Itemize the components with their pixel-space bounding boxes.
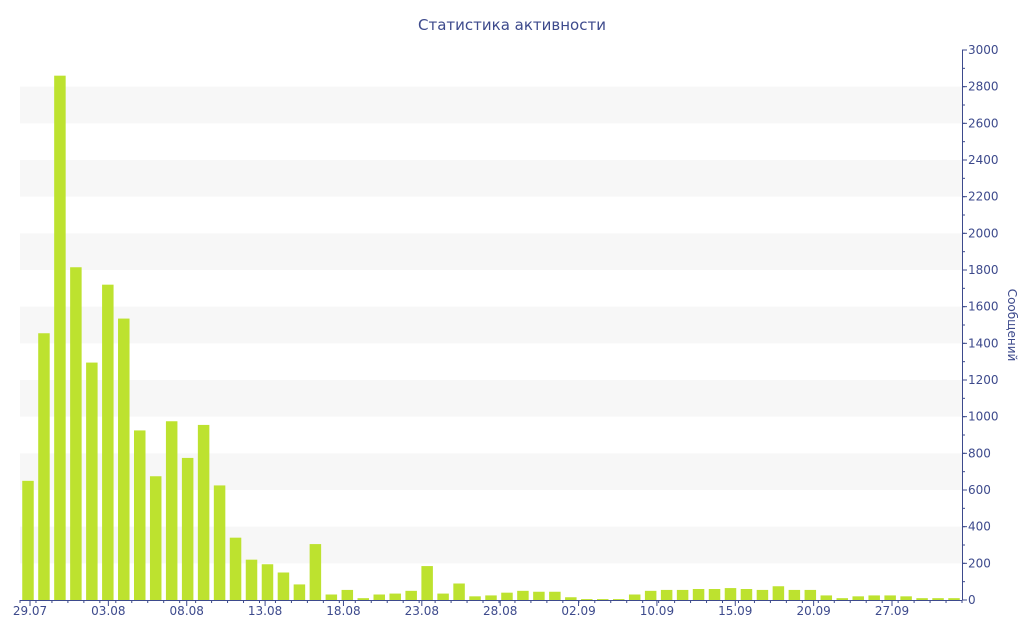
bar xyxy=(820,595,833,600)
x-tick-label: 13.08 xyxy=(248,604,282,618)
bar xyxy=(708,589,721,600)
bar xyxy=(836,598,849,600)
chart-title: Статистика активности xyxy=(418,16,606,34)
bar xyxy=(197,424,210,600)
bar xyxy=(597,599,609,600)
x-tick-label: 10.09 xyxy=(640,604,674,618)
bar xyxy=(581,599,593,600)
bar xyxy=(181,457,194,600)
x-tick-label: 08.08 xyxy=(170,604,204,618)
bar xyxy=(213,485,226,600)
bar xyxy=(485,595,497,600)
y-tick-label: 1400 xyxy=(968,336,999,350)
grid-band xyxy=(20,160,962,197)
y-tick-label: 1000 xyxy=(968,410,999,424)
y-tick-label: 1200 xyxy=(968,373,999,387)
bar xyxy=(533,591,545,600)
bar xyxy=(628,594,641,600)
x-tick-label: 28.08 xyxy=(483,604,517,618)
bar xyxy=(54,75,66,601)
bar xyxy=(692,589,705,600)
bar xyxy=(293,584,306,600)
grid-band xyxy=(20,86,962,124)
bar xyxy=(22,480,34,600)
bar xyxy=(277,572,290,600)
bar xyxy=(900,596,912,600)
bar xyxy=(453,583,465,600)
bar xyxy=(245,559,258,600)
bar xyxy=(868,595,880,600)
bar xyxy=(884,595,896,600)
bar xyxy=(102,284,114,600)
bar xyxy=(501,592,513,600)
bar xyxy=(309,544,322,600)
x-tick-label: 23.08 xyxy=(405,604,439,618)
bar xyxy=(421,566,433,600)
y-tick-label: 2200 xyxy=(968,190,999,204)
x-tick-label: 29.07 xyxy=(13,604,47,618)
bar xyxy=(724,588,737,600)
bar xyxy=(644,590,657,600)
bar xyxy=(229,537,242,600)
bar xyxy=(932,598,944,600)
x-tick-label: 18.08 xyxy=(326,604,360,618)
bar xyxy=(38,333,50,600)
bar xyxy=(756,589,769,600)
bar xyxy=(916,598,928,600)
bar xyxy=(517,590,529,600)
bar xyxy=(948,598,960,600)
grid-band xyxy=(20,233,962,270)
y-tick-label: 400 xyxy=(968,520,991,534)
y-tick-label: 2600 xyxy=(968,116,999,130)
bar xyxy=(740,589,753,600)
y-tick-label: 2000 xyxy=(968,226,999,240)
bar xyxy=(469,596,481,600)
bar xyxy=(612,599,625,600)
bar xyxy=(357,598,370,600)
bar xyxy=(565,597,577,600)
bar xyxy=(804,589,817,600)
grid-band xyxy=(20,380,962,417)
bar xyxy=(676,589,689,600)
bar xyxy=(549,591,561,600)
bar xyxy=(772,586,785,600)
x-tick-label: 27.09 xyxy=(875,604,909,618)
bar xyxy=(341,589,354,600)
grid-band xyxy=(20,306,962,344)
bar xyxy=(437,593,449,600)
y-tick-label: 1600 xyxy=(968,300,999,314)
x-tick-label: 15.09 xyxy=(718,604,752,618)
bar xyxy=(118,318,130,600)
bar xyxy=(149,476,162,600)
x-tick-label: 03.08 xyxy=(91,604,125,618)
y-tick-label: 800 xyxy=(968,446,991,460)
bar xyxy=(660,589,673,600)
bar xyxy=(261,564,274,600)
y-tick-label: 1800 xyxy=(968,263,999,277)
y-tick-label: 2400 xyxy=(968,153,999,167)
y-tick-label: 2800 xyxy=(968,80,999,94)
bar xyxy=(852,596,864,600)
y-tick-label: 3000 xyxy=(968,43,999,57)
bar xyxy=(405,590,417,600)
bar xyxy=(373,594,385,600)
bar xyxy=(86,362,98,600)
y-axis-title: Сообщений xyxy=(1005,289,1019,362)
x-tick-label: 02.09 xyxy=(561,604,595,618)
bar xyxy=(70,267,82,600)
bar xyxy=(325,594,338,600)
bar xyxy=(788,589,801,600)
bar xyxy=(165,421,178,600)
y-tick-label: 0 xyxy=(968,593,976,607)
y-tick-label: 600 xyxy=(968,483,991,497)
y-tick-label: 200 xyxy=(968,556,991,570)
bar xyxy=(134,430,146,600)
x-tick-label: 20.09 xyxy=(796,604,830,618)
bar xyxy=(389,593,401,600)
